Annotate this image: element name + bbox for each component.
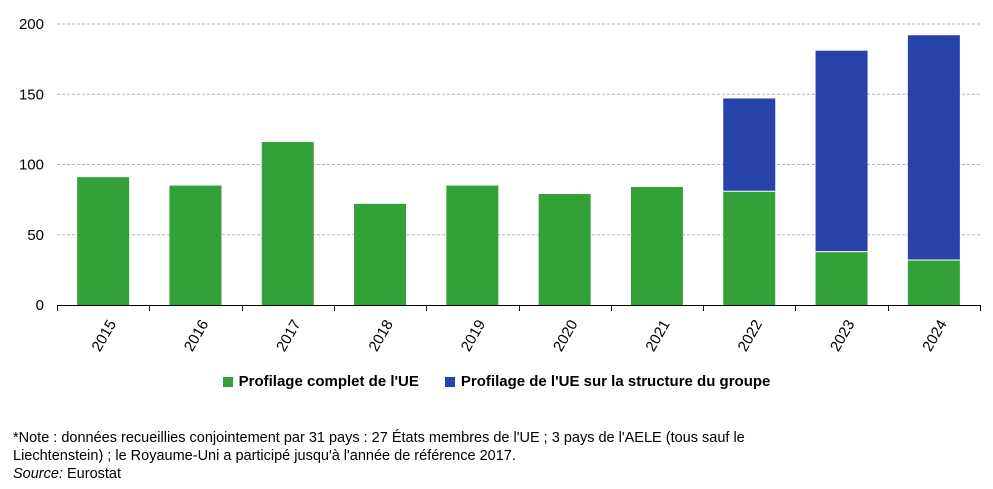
- legend-label-group-structure-profiling: Profilage de l'UE sur la structure du gr…: [460, 373, 771, 390]
- bar-full-profiling-2024: [907, 260, 960, 305]
- bar-full-profiling-2022: [723, 191, 776, 305]
- bars: [77, 35, 960, 305]
- x-tick-label: 2018: [365, 317, 396, 354]
- legend-item-full-profiling: Profilage complet de l'UE: [222, 373, 419, 390]
- bar-chart: 0 50 100 150 200 2015 2016 2017 2018 2019 2020 202…: [19, 16, 981, 354]
- note-line-2: Liechtenstein) ; le Royaume-Uni a partic…: [13, 448, 516, 464]
- y-tick-label: 150: [19, 86, 44, 103]
- legend-swatch-full-profiling: [222, 376, 233, 387]
- source-label: Source:: [13, 466, 63, 482]
- bar-full-profiling-2021: [630, 186, 683, 305]
- legend-swatch-group-structure-profiling: [444, 376, 455, 387]
- x-tick-label: 2016: [181, 317, 212, 354]
- y-tick-label: 0: [36, 297, 44, 314]
- bar-full-profiling-2015: [77, 177, 130, 305]
- bar-full-profiling-2018: [354, 203, 407, 305]
- legend-item-group-structure-profiling: Profilage de l'UE sur la structure du gr…: [444, 373, 771, 390]
- x-tick-label: 2023: [827, 317, 858, 354]
- source-line: Source: Eurostat: [13, 465, 913, 483]
- bar-full-profiling-2019: [446, 185, 499, 305]
- legend: Profilage complet de l'UE Profilage de l…: [0, 373, 993, 390]
- bar-full-profiling-2017: [261, 142, 314, 305]
- bar-group-structure-profiling-2023: [815, 50, 868, 252]
- x-tick-label: 2024: [919, 317, 950, 354]
- x-tick-label: 2017: [273, 317, 304, 354]
- y-tick-label: 100: [19, 157, 44, 174]
- y-tick-labels: 0 50 100 150 200: [19, 16, 44, 314]
- x-tick-label: 2019: [458, 317, 489, 354]
- x-tick-label: 2015: [89, 317, 120, 354]
- x-tick-label: 2021: [642, 317, 673, 354]
- axes: [57, 305, 981, 311]
- bar-group-structure-profiling-2022: [723, 98, 776, 192]
- x-tick-label: 2020: [550, 317, 581, 354]
- bar-full-profiling-2016: [169, 185, 222, 305]
- legend-label-full-profiling: Profilage complet de l'UE: [238, 373, 419, 390]
- bar-full-profiling-2020: [538, 194, 591, 305]
- grid-lines: [57, 23, 980, 236]
- bar-full-profiling-2023: [815, 251, 868, 305]
- bar-group-structure-profiling-2024: [907, 35, 960, 261]
- chart-note: *Note : données recueillies conjointemen…: [13, 429, 913, 483]
- y-tick-label: 200: [19, 16, 44, 33]
- x-tick-label: 2022: [735, 317, 766, 354]
- source-value: Eurostat: [62, 466, 122, 482]
- y-tick-label: 50: [27, 227, 44, 244]
- x-tick-labels: 2015 2016 2017 2018 2019 2020 2021 2022 2023 2024: [89, 317, 951, 354]
- note-line-1: *Note : données recueillies conjointemen…: [13, 430, 745, 446]
